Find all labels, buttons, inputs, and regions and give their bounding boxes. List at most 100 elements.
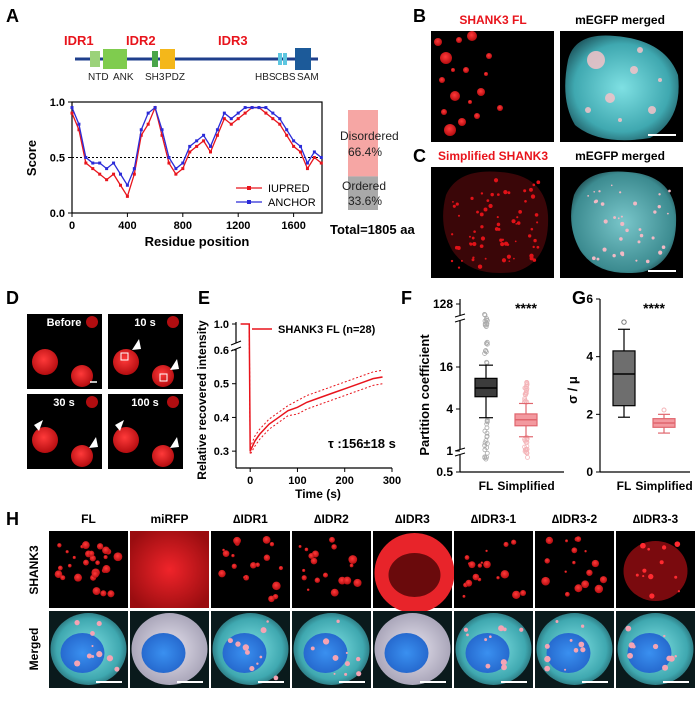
partition-outlier	[484, 419, 490, 425]
score-point-iupred	[264, 111, 268, 115]
condensate-droplet	[107, 590, 115, 598]
speckle	[645, 259, 650, 264]
domain-ank	[103, 49, 127, 69]
arrowhead-icon	[34, 420, 43, 431]
score-point-iupred	[209, 150, 213, 154]
speckle	[501, 238, 505, 241]
partition-outlier	[482, 312, 487, 317]
speckle	[451, 233, 454, 236]
condensate-droplet	[594, 584, 604, 594]
condensate-droplet	[268, 595, 275, 603]
frap-label-30s: 30 s	[53, 397, 74, 409]
frap-frame-100s: 100 s	[108, 394, 183, 469]
speckle	[532, 258, 537, 262]
score-point-anchor	[229, 117, 233, 121]
sigma-ytick-label: 6	[586, 292, 593, 306]
legend-label-anchor: ANCHOR	[268, 197, 316, 209]
partition-outlier	[522, 437, 528, 442]
condensate-droplet	[477, 88, 485, 96]
speckle	[472, 256, 475, 259]
speckle	[658, 193, 661, 196]
condensate-droplet	[102, 565, 111, 574]
nucleus	[60, 633, 105, 673]
speckle	[471, 258, 475, 262]
condensate-droplet	[468, 100, 472, 104]
condensate-droplet	[485, 549, 488, 553]
score-point-iupred	[84, 161, 88, 165]
speckle	[470, 196, 474, 200]
score-point-anchor	[195, 139, 199, 143]
speckle	[514, 240, 517, 243]
score-point-anchor	[209, 144, 213, 148]
speckle	[516, 221, 521, 225]
condensate-droplet	[298, 544, 302, 548]
condensate-droplet	[441, 109, 447, 115]
arrowhead-icon	[170, 359, 179, 370]
score-point-iupred	[299, 150, 303, 154]
score-point-anchor	[285, 128, 289, 132]
speckle	[602, 247, 607, 252]
partition-outlier	[524, 380, 530, 386]
condensate-droplet	[489, 635, 492, 639]
condensate-droplet	[472, 573, 480, 581]
condensate-droplet	[91, 644, 94, 648]
score-point-anchor	[125, 183, 129, 187]
sigma-ylabel: σ / μ	[565, 376, 580, 404]
micrograph-simplified-shank3	[431, 167, 554, 278]
score-point-iupred	[77, 128, 81, 132]
panel-b-left-label: SHANK3 FL	[459, 13, 526, 27]
panel-e: E 0.3 0.4 0.5 0.6 1.0 0 100 200 300 SHANK3 FL (…	[195, 288, 401, 501]
speckle	[500, 242, 505, 247]
domain-label-pdz: PDZ	[165, 72, 185, 83]
score-point-iupred	[312, 156, 316, 159]
condensate-droplet	[74, 620, 80, 626]
frap-frame-before: Before	[27, 314, 102, 389]
condensate-droplet	[255, 562, 260, 567]
arrowhead-icon	[89, 437, 98, 448]
speckle	[496, 193, 500, 196]
score-point-anchor	[118, 172, 122, 176]
speckle	[473, 230, 476, 233]
condensate-droplet	[96, 651, 103, 658]
arrowhead-icon	[170, 437, 179, 448]
speckle	[455, 202, 459, 206]
axis-break-mask	[455, 449, 465, 455]
sigma-ytick-label: 0	[586, 465, 593, 479]
condensate-droplet	[555, 620, 559, 623]
condensate-droplet	[580, 624, 585, 628]
partition-outlier	[484, 433, 490, 439]
condensate-droplet	[599, 576, 608, 584]
condensate-droplet	[233, 536, 241, 545]
score-xtick-label: 0	[69, 220, 75, 232]
score-point-anchor	[257, 106, 261, 110]
score-point-anchor	[236, 111, 240, 115]
panel-c: C Simplified SHANK3 mEGFP merged	[413, 146, 683, 278]
ordered-pct: 33.6%	[348, 194, 382, 208]
condensate-droplet	[627, 652, 633, 659]
sigma-mu-chart: 0 2 4 6 FL Simplified **** σ / μ	[565, 292, 693, 493]
speckle	[536, 180, 541, 185]
condensate-droplet	[572, 560, 576, 565]
condensate-droplet	[330, 588, 339, 597]
condensate-droplet	[345, 651, 348, 655]
score-point-anchor	[105, 167, 109, 171]
speckle	[493, 178, 499, 183]
condensate-droplet	[269, 542, 275, 547]
condensate-droplet	[564, 668, 567, 671]
panel-c-right-label: mEGFP merged	[575, 149, 665, 163]
partition-outlier	[484, 450, 490, 456]
speckle	[476, 210, 479, 214]
speckle	[511, 219, 516, 224]
condensate-droplet	[642, 575, 645, 578]
speckle	[621, 253, 625, 257]
column-label: ∆IDR1	[233, 512, 268, 526]
nucleus	[627, 633, 672, 673]
partition-chart: 0.5 1 4 16 128 FL Simplified **** Partition c…	[417, 297, 564, 493]
speckle	[483, 207, 488, 212]
speckle	[617, 217, 620, 220]
score-point-anchor	[292, 139, 296, 143]
speckle	[620, 221, 625, 227]
speckle	[619, 191, 622, 194]
partition-outlier	[483, 456, 489, 462]
score-point-iupred	[70, 111, 74, 115]
